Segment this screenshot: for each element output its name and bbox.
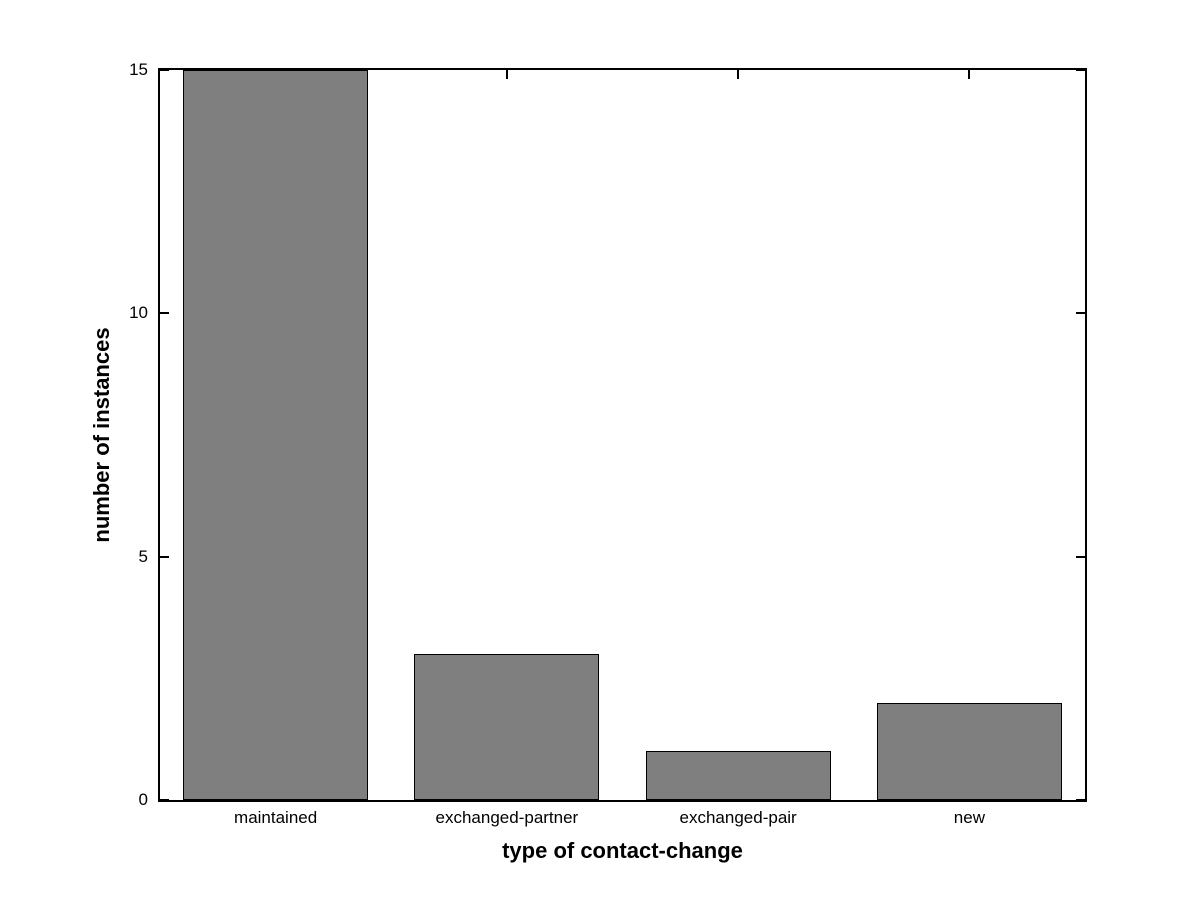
y-tick-left [160, 555, 169, 558]
x-tick-label: exchanged-pair [679, 808, 797, 827]
bar-new [876, 702, 1062, 800]
y-tick-right [1076, 555, 1085, 558]
x-tick-label: new [953, 808, 985, 827]
y-tick-right [1076, 799, 1085, 801]
x-tick-top [737, 70, 740, 79]
y-tick-label: 10 [129, 303, 148, 323]
bar-maintained [183, 70, 369, 800]
y-tick-right [1076, 312, 1085, 315]
x-tick-top [505, 70, 508, 79]
bar-exchanged-partner [414, 654, 600, 800]
y-tick-left [160, 69, 169, 71]
bar-exchanged-pair [645, 751, 831, 800]
y-tick-left [160, 799, 169, 801]
y-tick-label: 15 [129, 60, 148, 79]
y-tick-label: 5 [138, 546, 148, 566]
y-tick-label: 0 [138, 790, 148, 809]
x-tick-top [968, 70, 971, 79]
y-tick-right [1076, 69, 1085, 71]
plot-area: number of instances type of contact-chan… [89, 60, 1087, 863]
x-tick-label: maintained [234, 808, 318, 827]
y-tick-left [160, 312, 169, 315]
y-axis-label: number of instances [89, 327, 114, 543]
x-tick-label: exchanged-partner [435, 808, 579, 827]
x-axis-label: type of contact-change [502, 838, 743, 863]
